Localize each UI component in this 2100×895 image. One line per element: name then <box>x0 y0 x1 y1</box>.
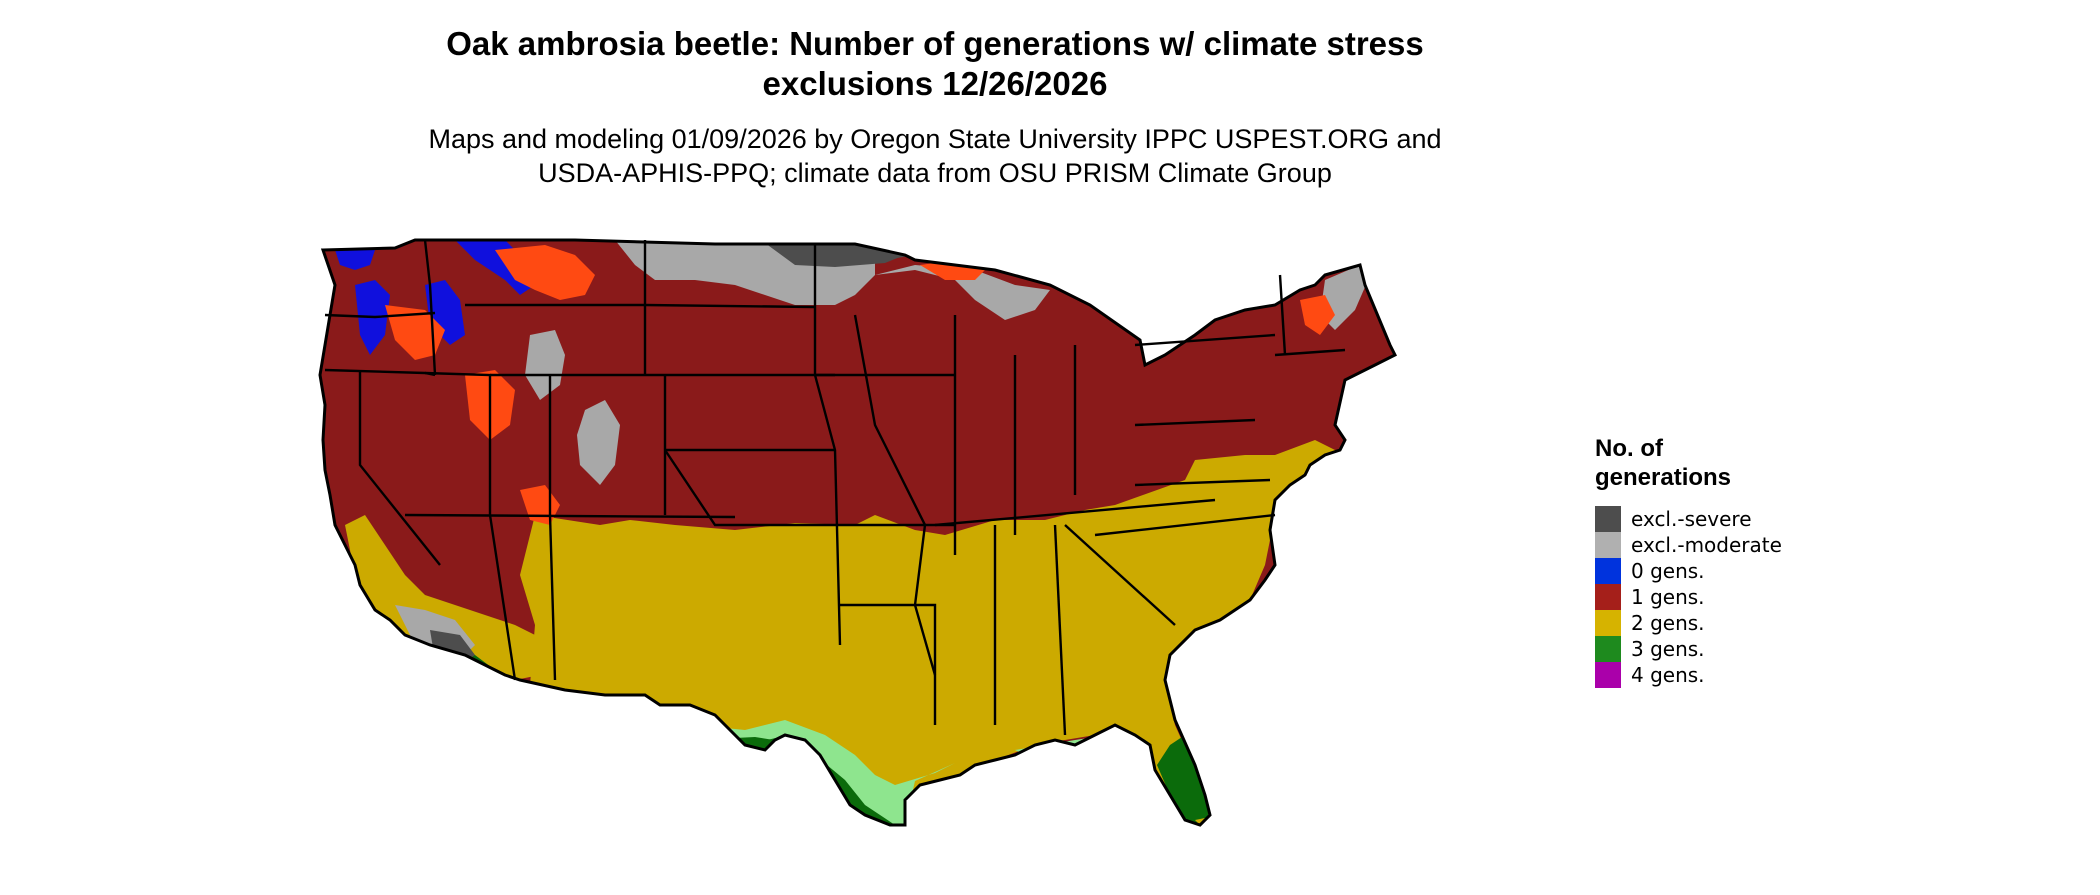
legend-label-4-gens: 4 gens. <box>1631 663 1705 687</box>
legend-swatch-excl-severe <box>1595 506 1621 532</box>
legend-title-line-1: No. of <box>1595 435 1663 462</box>
state-border-nm-tx <box>548 514 557 681</box>
legend-item-0-gens: 0 gens. <box>1595 558 1855 584</box>
map-subtitle-line-2: USDA-APHIS-PPQ; climate data from OSU PR… <box>538 158 1332 188</box>
map-subtitle-line-1: Maps and modeling 01/09/2026 by Oregon S… <box>428 124 1442 154</box>
map-outline-group <box>318 238 1398 827</box>
state-border-ca-nv <box>358 370 441 566</box>
state-border-pa-ny <box>1134 333 1276 347</box>
legend-item-2-gens: 2 gens. <box>1595 610 1855 636</box>
state-border-id <box>423 239 437 376</box>
state-border-va-nc <box>1134 478 1271 487</box>
legend-item-3-gens: 3 gens. <box>1595 636 1855 662</box>
legend-swatch-1-gens <box>1595 584 1621 610</box>
legend-label-3-gens: 3 gens. <box>1631 637 1705 661</box>
state-border-tn-ky <box>934 498 1216 527</box>
map-title-line-2: exclusions 12/26/2026 <box>762 65 1108 102</box>
state-border-pa-md <box>1134 418 1256 427</box>
region-3-gens-florida <box>1157 735 1210 825</box>
legend-swatch-4-gens <box>1595 662 1621 688</box>
legend-label-1-gens: 1 gens. <box>1631 585 1705 609</box>
region-excl-moderate-colorado <box>577 400 620 485</box>
state-border-nc-sc <box>1094 513 1276 537</box>
state-border-four-corners <box>404 513 736 519</box>
region-1-gens-orange-idaho <box>385 305 445 360</box>
legend-label-2-gens: 2 gens. <box>1631 611 1705 635</box>
region-1-gens-orange-north <box>495 245 595 300</box>
map-title: Oak ambrosia beetle: Number of generatio… <box>390 24 1480 104</box>
legend-title: No. of generations <box>1595 434 1855 492</box>
legend-swatch-excl-moderate <box>1595 532 1621 558</box>
legend-item-excl-moderate: excl.-moderate <box>1595 532 1855 558</box>
region-0-gens-washington <box>335 250 375 270</box>
map-title-line-1: Oak ambrosia beetle: Number of generatio… <box>446 25 1424 62</box>
state-border-sd-ne <box>644 303 816 309</box>
state-border-ma-ct <box>1274 348 1346 357</box>
legend-swatch-2-gens <box>1595 610 1621 636</box>
region-3-gens-texas-south <box>695 737 835 825</box>
legend-item-excl-severe: excl.-severe <box>1595 506 1855 532</box>
state-borders <box>324 239 1346 736</box>
legend-item-4-gens: 4 gens. <box>1595 662 1855 688</box>
us-outline <box>318 238 1398 827</box>
legend: No. of generations excl.-severe excl.-mo… <box>1595 434 1855 688</box>
state-border-ny-vt <box>1278 274 1287 356</box>
region-2-gens-south <box>520 440 1345 825</box>
region-2-gens-california <box>345 515 540 680</box>
us-generations-map <box>318 238 1398 827</box>
legend-label-excl-moderate: excl.-moderate <box>1631 533 1782 557</box>
state-border-wa-or <box>324 311 436 319</box>
region-excl-severe-mn-north <box>765 243 905 267</box>
legend-swatch-0-gens <box>1595 558 1621 584</box>
state-border-ar-la <box>840 603 937 725</box>
legend-label-0-gens: 0 gens. <box>1631 559 1705 583</box>
legend-label-excl-severe: excl.-severe <box>1631 507 1752 531</box>
legend-item-1-gens: 1 gens. <box>1595 584 1855 610</box>
state-border-mn-wi <box>813 245 842 646</box>
region-excl-moderate-wisconsin <box>875 265 1050 320</box>
state-border-ms-river <box>853 314 937 676</box>
region-excl-moderate-wyoming <box>525 330 565 400</box>
map-subtitle: Maps and modeling 01/09/2026 by Oregon S… <box>370 122 1500 190</box>
state-border-al-ga <box>1053 524 1067 736</box>
state-border-ga-sc <box>1064 524 1176 626</box>
state-border-az-nm <box>488 514 517 681</box>
region-1-gens-orange-northeast <box>1300 295 1335 335</box>
legend-title-line-2: generations <box>1595 464 1732 491</box>
state-border-ok-tx <box>664 449 835 527</box>
legend-swatch-3-gens <box>1595 636 1621 662</box>
